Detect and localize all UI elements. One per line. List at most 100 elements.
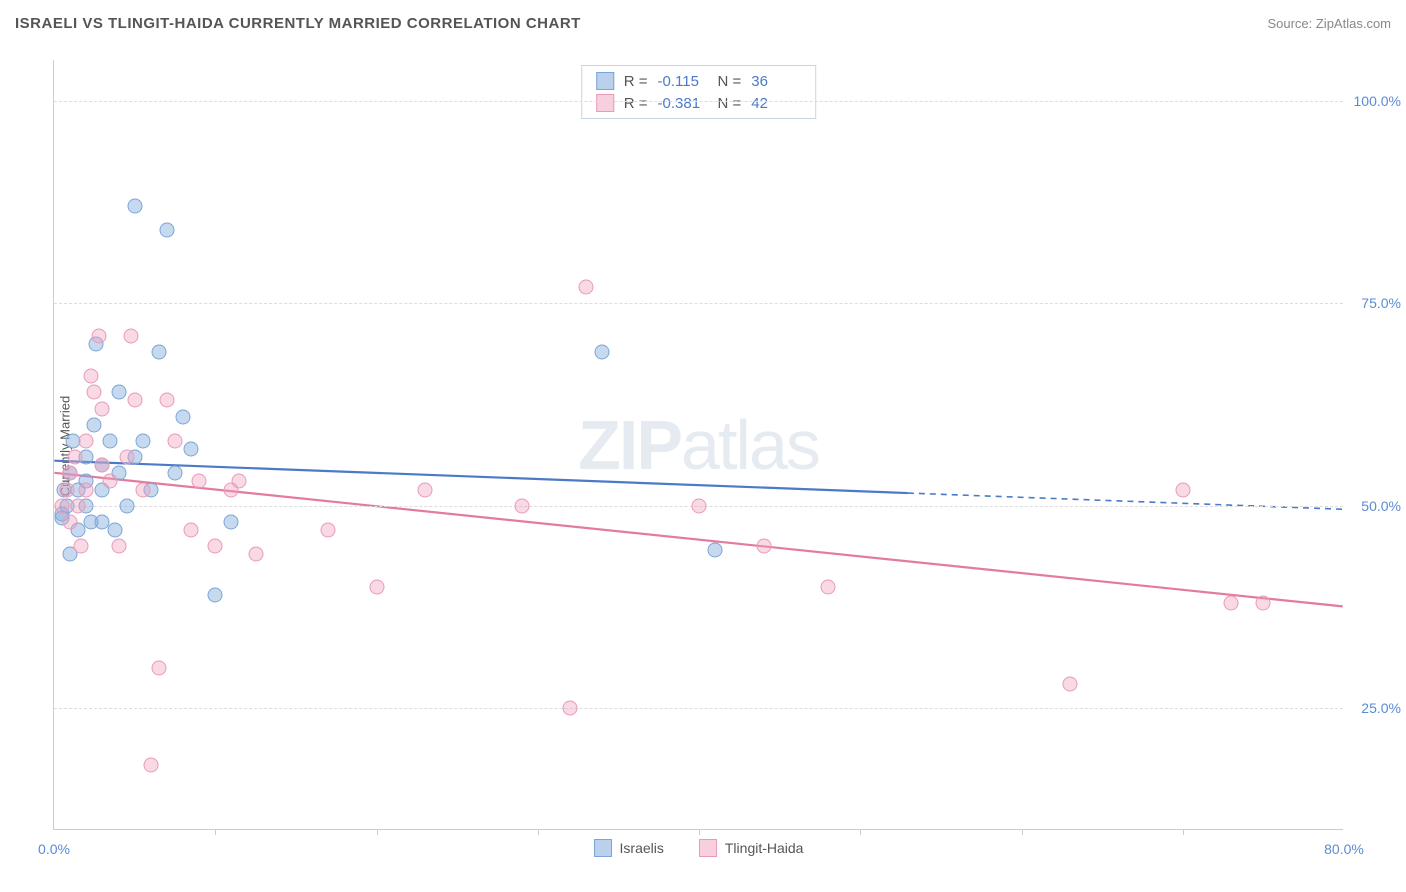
legend-label-israelis: Israelis (620, 840, 664, 856)
scatter-point (224, 515, 239, 530)
scatter-point (563, 701, 578, 716)
scatter-point (79, 482, 94, 497)
scatter-point (103, 433, 118, 448)
stats-row-israelis: R = -0.115 N = 36 (596, 70, 802, 92)
scatter-point (167, 433, 182, 448)
scatter-point (135, 433, 150, 448)
scatter-point (192, 474, 207, 489)
x-tick-mark (1022, 829, 1023, 835)
watermark-bold: ZIP (578, 406, 681, 484)
x-tick-label: 80.0% (1324, 841, 1364, 857)
legend-label-tlingit: Tlingit-Haida (725, 840, 804, 856)
scatter-point (821, 579, 836, 594)
scatter-point (708, 543, 723, 558)
chart-title: ISRAELI VS TLINGIT-HAIDA CURRENTLY MARRI… (15, 15, 581, 32)
n-value-israelis: 36 (751, 73, 801, 90)
stats-legend-box: R = -0.115 N = 36 R = -0.381 N = 42 (581, 65, 817, 119)
scatter-point (159, 223, 174, 238)
swatch-israelis-icon (596, 72, 614, 90)
scatter-point (127, 393, 142, 408)
scatter-point (79, 433, 94, 448)
scatter-point (111, 385, 126, 400)
scatter-point (151, 344, 166, 359)
n-value-tlingit: 42 (751, 95, 801, 112)
scatter-point (127, 198, 142, 213)
scatter-point (59, 482, 74, 497)
x-tick-mark (860, 829, 861, 835)
x-tick-mark (1183, 829, 1184, 835)
scatter-point (1256, 596, 1271, 611)
scatter-point (55, 498, 70, 513)
scatter-point (184, 523, 199, 538)
r-value-israelis: -0.115 (658, 73, 708, 90)
x-tick-label: 0.0% (38, 841, 70, 857)
y-tick-label: 100.0% (1354, 93, 1401, 109)
scatter-point (151, 660, 166, 675)
scatter-point (63, 466, 78, 481)
scatter-point (135, 482, 150, 497)
chart-header: ISRAELI VS TLINGIT-HAIDA CURRENTLY MARRI… (15, 15, 1391, 32)
r-value-tlingit: -0.381 (658, 95, 708, 112)
n-label: N = (718, 95, 742, 112)
scatter-point (321, 523, 336, 538)
swatch-tlingit-icon (699, 839, 717, 857)
scatter-point (692, 498, 707, 513)
scatter-point (92, 328, 107, 343)
gridline (54, 101, 1343, 102)
y-tick-label: 75.0% (1361, 295, 1401, 311)
scatter-point (119, 498, 134, 513)
r-label: R = (624, 73, 648, 90)
scatter-point (159, 393, 174, 408)
scatter-point (579, 279, 594, 294)
scatter-point (108, 523, 123, 538)
scatter-point (208, 587, 223, 602)
y-tick-label: 50.0% (1361, 498, 1401, 514)
scatter-point (84, 369, 99, 384)
scatter-point (111, 539, 126, 554)
scatter-point (1224, 596, 1239, 611)
scatter-point (184, 442, 199, 457)
scatter-point (595, 344, 610, 359)
x-tick-mark (377, 829, 378, 835)
gridline (54, 303, 1343, 304)
swatch-tlingit-icon (596, 94, 614, 112)
gridline (54, 708, 1343, 709)
scatter-point (119, 450, 134, 465)
scatter-point (63, 515, 78, 530)
r-label: R = (624, 95, 648, 112)
scatter-point (756, 539, 771, 554)
x-tick-mark (215, 829, 216, 835)
scatter-point (232, 474, 247, 489)
scatter-point (1175, 482, 1190, 497)
scatter-point (103, 474, 118, 489)
scatter-point (248, 547, 263, 562)
scatter-point (87, 385, 102, 400)
scatter-point (124, 328, 139, 343)
watermark: ZIPatlas (578, 405, 819, 485)
scatter-point (95, 401, 110, 416)
scatter-point (369, 579, 384, 594)
stats-row-tlingit: R = -0.381 N = 42 (596, 92, 802, 114)
scatter-point (417, 482, 432, 497)
x-tick-mark (538, 829, 539, 835)
n-label: N = (718, 73, 742, 90)
scatter-point (208, 539, 223, 554)
scatter-point (514, 498, 529, 513)
scatter-point (167, 466, 182, 481)
scatter-point (67, 450, 82, 465)
y-tick-label: 25.0% (1361, 700, 1401, 716)
chart-source: Source: ZipAtlas.com (1267, 16, 1391, 31)
scatter-point (143, 758, 158, 773)
plot-area: ZIPatlas R = -0.115 N = 36 R = -0.381 N … (53, 60, 1343, 830)
x-tick-mark (699, 829, 700, 835)
legend-item-tlingit: Tlingit-Haida (699, 839, 804, 857)
watermark-thin: atlas (681, 406, 819, 484)
scatter-point (87, 417, 102, 432)
scatter-point (1062, 677, 1077, 692)
swatch-israelis-icon (594, 839, 612, 857)
scatter-point (176, 409, 191, 424)
series-legend: Israelis Tlingit-Haida (594, 839, 804, 857)
legend-item-israelis: Israelis (594, 839, 664, 857)
correlation-chart: ISRAELI VS TLINGIT-HAIDA CURRENTLY MARRI… (0, 0, 1406, 892)
scatter-point (74, 539, 89, 554)
